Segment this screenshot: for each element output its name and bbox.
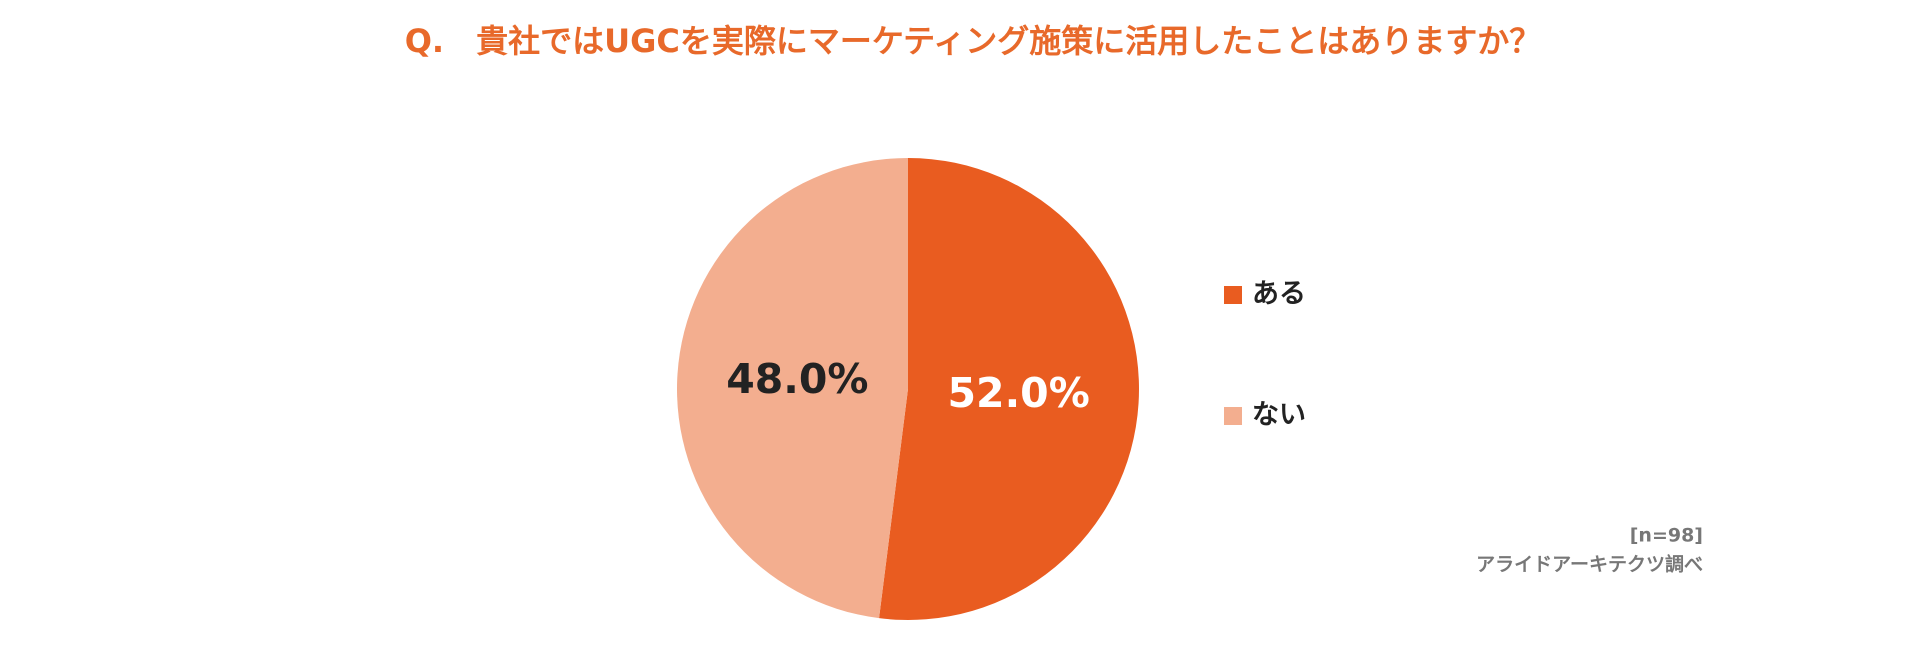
pie-slice — [677, 158, 908, 619]
data-label: 48.0% — [726, 355, 868, 403]
legend-swatch — [1224, 407, 1242, 425]
source-note: アライドアーキテクツ調べ — [1476, 553, 1703, 576]
legend-label: ある — [1252, 279, 1306, 310]
chart-title: Q. 貴社ではUGCを実際にマーケティング施策に活用したことはありますか？ — [405, 22, 1542, 60]
legend-swatch — [1224, 286, 1242, 304]
source-note: [n=98] — [1630, 525, 1703, 547]
data-label: 52.0% — [948, 369, 1090, 417]
legend-label: ない — [1252, 400, 1306, 431]
pie-slice — [879, 158, 1140, 620]
